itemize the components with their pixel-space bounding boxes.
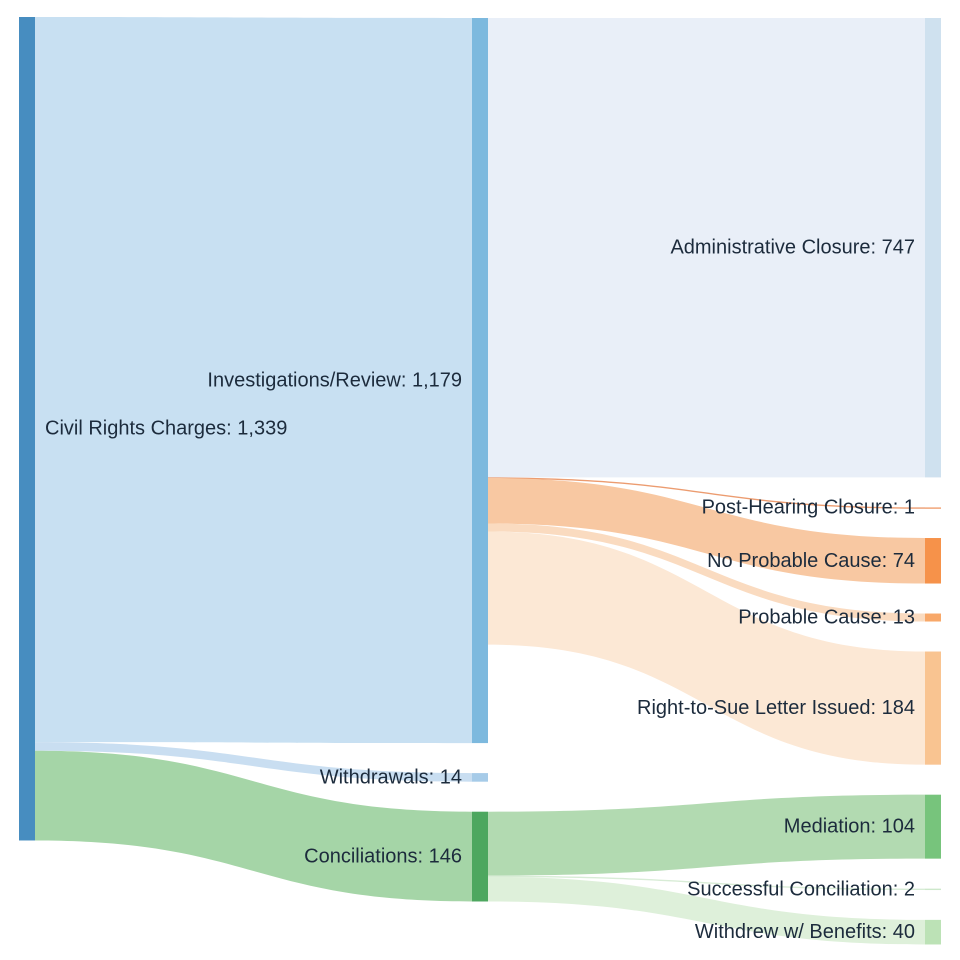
node-successful-conciliation[interactable] [925,888,941,891]
node-post-hearing-closure[interactable] [925,507,941,509]
node-label-post-hearing-closure: Post-Hearing Closure: 1 [702,497,915,519]
node-label-civil-rights-charges: Civil Rights Charges: 1,339 [45,418,287,440]
node-conciliations[interactable] [472,811,488,902]
node-administrative-closure[interactable] [925,18,941,478]
node-no-probable-cause[interactable] [925,538,941,584]
link-investigations-review-probable-cause[interactable] [488,523,925,622]
node-label-right-to-sue: Right-to-Sue Letter Issued: 184 [637,697,915,719]
link-conciliations-withdrew-benefits[interactable] [488,876,925,945]
node-right-to-sue[interactable] [925,651,941,765]
link-civil-rights-charges-investigations-review[interactable] [35,17,472,744]
link-conciliations-successful-conciliation[interactable] [488,875,925,891]
link-civil-rights-charges-withdrawals[interactable] [35,742,472,782]
link-civil-rights-charges-conciliations[interactable] [35,750,472,902]
node-label-probable-cause: Probable Cause: 13 [738,607,915,629]
link-investigations-review-administrative-closure[interactable] [488,18,925,478]
link-conciliations-mediation[interactable] [488,794,925,876]
node-label-administrative-closure: Administrative Closure: 747 [670,237,915,259]
node-label-conciliations: Conciliations: 146 [304,846,462,868]
node-label-successful-conciliation: Successful Conciliation: 2 [687,878,915,900]
node-label-withdrawals: Withdrawals: 14 [320,766,462,788]
node-civil-rights-charges[interactable] [19,17,35,841]
node-withdrew-benefits[interactable] [925,919,941,945]
link-investigations-review-no-probable-cause[interactable] [488,478,925,584]
node-probable-cause[interactable] [925,613,941,622]
link-investigations-review-right-to-sue[interactable] [488,531,925,765]
node-mediation[interactable] [925,794,941,859]
link-investigations-review-post-hearing-closure[interactable] [488,477,925,509]
node-label-withdrew-benefits: Withdrew w/ Benefits: 40 [695,921,915,943]
node-label-no-probable-cause: No Probable Cause: 74 [707,550,915,572]
node-label-mediation: Mediation: 104 [784,816,915,838]
node-investigations-review[interactable] [472,18,488,744]
node-label-investigations-review: Investigations/Review: 1,179 [207,370,462,392]
node-withdrawals[interactable] [472,773,488,782]
